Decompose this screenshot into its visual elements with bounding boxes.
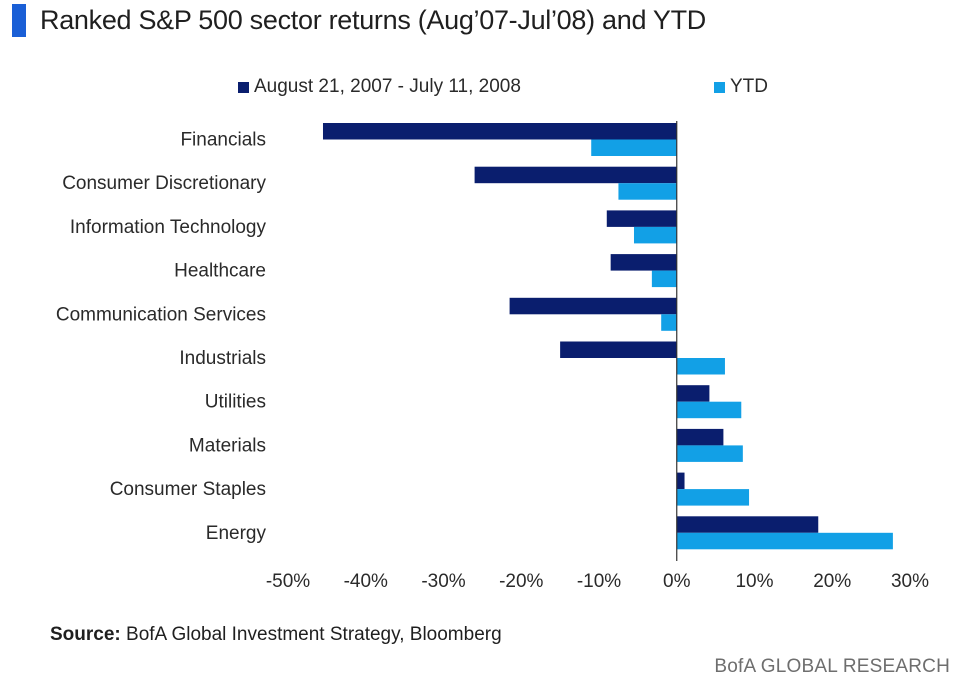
bar-period-materials (676, 428, 724, 446)
x-tick-label: -10% (577, 571, 621, 592)
x-tick-label: 0% (663, 571, 691, 592)
category-label: Utilities (205, 392, 266, 413)
category-label: Energy (206, 523, 267, 544)
bar-period-industrials (560, 341, 677, 358)
bar-period-communication-services (509, 297, 677, 315)
category-label: Communication Services (56, 304, 266, 325)
x-tick-label: 20% (813, 571, 851, 592)
category-label: Consumer Staples (110, 479, 266, 500)
category-label: Healthcare (174, 261, 266, 282)
bar-ytd-consumer-staples (676, 489, 750, 506)
title-accent-bar (12, 4, 26, 37)
source-label: Source: (50, 624, 121, 645)
legend-label-series-1: August 21, 2007 - July 11, 2008 (254, 76, 521, 97)
chart-title: Ranked S&P 500 sector returns (Aug’07-Ju… (40, 5, 706, 35)
legend-item-series-2: YTD (714, 76, 768, 98)
bar-ytd-healthcare (651, 270, 677, 288)
bar-ytd-energy (676, 532, 893, 550)
bar-period-healthcare (610, 254, 677, 271)
bar-ytd-industrials (676, 358, 725, 375)
bar-ytd-consumer-discretionary (618, 183, 677, 200)
category-label: Information Technology (70, 217, 267, 238)
legend-swatch-series-1 (238, 81, 249, 93)
bar-period-financials (322, 123, 677, 140)
legend-item-series-1: August 21, 2007 - July 11, 2008 (238, 76, 521, 98)
x-tick-label: 10% (735, 571, 773, 592)
bar-ytd-utilities (676, 401, 742, 419)
x-tick-label: -50% (266, 571, 310, 592)
category-label: Financials (180, 130, 266, 151)
bar-ytd-materials (676, 445, 743, 462)
bar-period-consumer-discretionary (474, 166, 677, 184)
category-label: Industrials (179, 348, 266, 369)
legend-swatch-series-2 (714, 81, 725, 93)
x-tick-label: 30% (891, 571, 929, 592)
category-label: Consumer Discretionary (62, 173, 266, 194)
brand-label: BofA GLOBAL RESEARCH (714, 656, 950, 677)
x-tick-label: -20% (499, 571, 543, 592)
source-note: Source: BofA Global Investment Strategy,… (50, 624, 502, 646)
x-tick-label: -40% (344, 571, 388, 592)
bar-ytd-information-technology (633, 226, 677, 244)
x-tick-label: -30% (421, 571, 465, 592)
bar-period-utilities (676, 385, 710, 402)
bar-period-energy (676, 516, 819, 533)
source-text: BofA Global Investment Strategy, Bloombe… (120, 624, 502, 645)
bar-ytd-communication-services (661, 314, 677, 331)
bar-period-consumer-staples (676, 472, 685, 490)
category-label: Materials (189, 435, 266, 456)
bar-ytd-financials (591, 139, 677, 156)
bar-period-information-technology (606, 210, 677, 227)
legend: August 21, 2007 - July 11, 2008 YTD (0, 76, 966, 100)
legend-label-series-2: YTD (730, 76, 768, 97)
